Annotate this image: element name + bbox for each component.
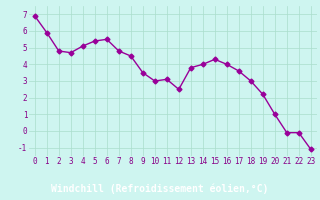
Text: Windchill (Refroidissement éolien,°C): Windchill (Refroidissement éolien,°C)	[51, 183, 269, 194]
